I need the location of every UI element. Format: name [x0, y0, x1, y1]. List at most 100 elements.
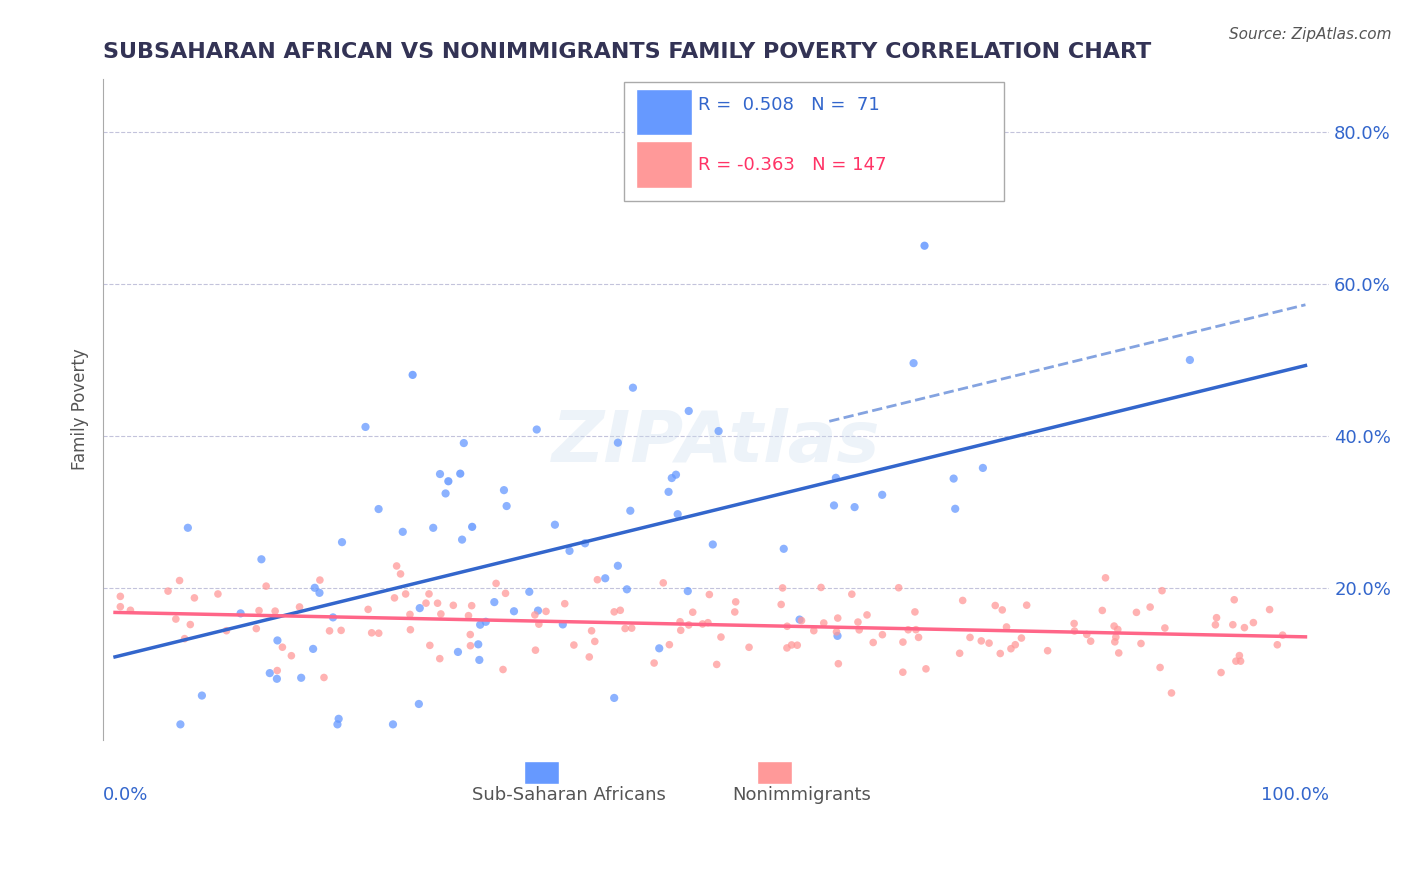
Point: [492, 483, 515, 497]
Point: [776, 640, 799, 655]
Text: Sub-Saharan Africans: Sub-Saharan Africans: [472, 786, 666, 804]
Point: [460, 599, 482, 613]
Point: [665, 467, 688, 482]
Point: [872, 628, 894, 642]
Point: [578, 650, 600, 665]
Point: [418, 587, 440, 601]
Point: [614, 622, 637, 636]
Text: 100.0%: 100.0%: [1261, 786, 1329, 804]
Point: [318, 624, 340, 638]
Point: [558, 544, 581, 558]
Point: [1227, 648, 1250, 663]
Point: [551, 617, 574, 632]
Point: [827, 611, 849, 625]
Point: [544, 517, 567, 532]
Point: [1149, 660, 1171, 674]
Text: Source: ZipAtlas.com: Source: ZipAtlas.com: [1229, 27, 1392, 42]
Point: [991, 603, 1014, 617]
Point: [706, 657, 728, 672]
Point: [609, 603, 631, 617]
Point: [1076, 627, 1098, 641]
Point: [110, 599, 132, 614]
FancyBboxPatch shape: [756, 762, 792, 784]
Point: [389, 566, 412, 581]
Point: [1160, 686, 1182, 700]
Point: [322, 610, 344, 624]
Point: [702, 537, 724, 551]
Point: [1265, 638, 1288, 652]
Point: [120, 603, 142, 617]
Point: [554, 597, 576, 611]
Point: [326, 717, 349, 731]
Point: [669, 615, 692, 629]
Point: [426, 596, 449, 610]
Point: [780, 638, 803, 652]
Point: [772, 581, 794, 595]
Point: [959, 631, 981, 645]
Point: [191, 689, 214, 703]
Point: [157, 584, 180, 599]
Point: [1205, 610, 1227, 624]
Point: [179, 617, 201, 632]
Point: [290, 671, 312, 685]
Text: R =  0.508   N =  71: R = 0.508 N = 71: [697, 96, 880, 114]
Point: [1125, 606, 1147, 620]
Point: [250, 552, 273, 566]
Point: [183, 591, 205, 605]
Point: [434, 486, 457, 500]
Point: [1130, 636, 1153, 650]
Point: [1223, 592, 1246, 607]
Point: [786, 638, 808, 652]
Point: [409, 601, 432, 615]
Point: [593, 571, 616, 585]
Point: [429, 467, 451, 481]
Point: [891, 635, 914, 649]
Point: [1063, 624, 1085, 638]
Point: [870, 488, 893, 502]
Point: [304, 581, 326, 595]
Point: [772, 541, 794, 556]
Point: [790, 614, 813, 628]
Point: [1229, 654, 1251, 668]
Point: [385, 558, 408, 573]
Point: [943, 501, 966, 516]
Point: [1108, 646, 1130, 660]
Point: [942, 472, 965, 486]
Point: [562, 638, 585, 652]
Point: [534, 604, 557, 618]
Point: [583, 634, 606, 648]
Point: [970, 634, 993, 648]
Point: [429, 651, 451, 665]
Point: [1105, 630, 1128, 644]
Point: [1004, 638, 1026, 652]
Point: [475, 615, 498, 629]
Point: [844, 500, 866, 514]
Point: [1036, 644, 1059, 658]
Point: [710, 630, 733, 644]
Point: [247, 604, 270, 618]
Point: [266, 633, 288, 648]
Point: [470, 617, 492, 632]
Point: [527, 617, 550, 632]
Point: [904, 623, 927, 637]
Point: [810, 581, 832, 595]
Point: [678, 404, 700, 418]
Point: [401, 368, 423, 382]
FancyBboxPatch shape: [523, 762, 560, 784]
Point: [907, 631, 929, 645]
Point: [891, 665, 914, 680]
Point: [422, 521, 444, 535]
Point: [825, 624, 848, 639]
Point: [738, 640, 761, 655]
Point: [586, 573, 609, 587]
Point: [254, 579, 277, 593]
Y-axis label: Family Poverty: Family Poverty: [72, 348, 89, 470]
Point: [441, 599, 464, 613]
Point: [823, 499, 845, 513]
Point: [453, 436, 475, 450]
Point: [271, 640, 294, 655]
Point: [468, 653, 491, 667]
Point: [846, 615, 869, 629]
Point: [1178, 353, 1201, 368]
Point: [619, 504, 641, 518]
